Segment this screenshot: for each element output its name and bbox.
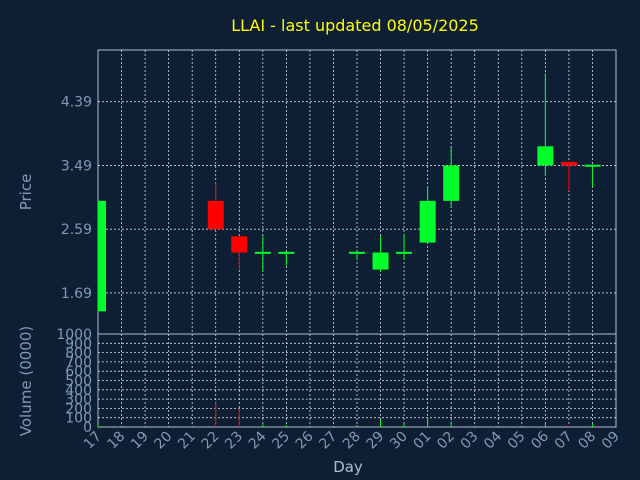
- volume-tick-label: 300: [65, 392, 92, 408]
- x-tick-label: 02: [434, 429, 458, 453]
- candle-body: [419, 200, 436, 243]
- x-tick-label: 06: [528, 428, 552, 452]
- x-tick-label: 19: [128, 429, 152, 453]
- x-tick-label: 03: [458, 429, 482, 453]
- volume-tick-label: 800: [65, 346, 92, 362]
- volume-tick-label: 0: [83, 420, 92, 436]
- x-tick-label: 29: [363, 429, 387, 453]
- candle-body: [278, 251, 295, 254]
- x-tick-label: 07: [552, 429, 576, 453]
- x-tick-label: 18: [104, 429, 128, 453]
- volume-tick-label: 700: [65, 355, 92, 371]
- x-tick-label: 28: [340, 429, 364, 453]
- price-tick-label: 2.59: [61, 222, 92, 238]
- price-tick-label: 3.49: [61, 158, 92, 174]
- volume-tick-label: 600: [65, 364, 92, 380]
- x-tick-label: 27: [316, 429, 340, 453]
- y-axis-label: Price: [17, 174, 35, 211]
- volume-axis-label: Volume (0000): [17, 326, 35, 436]
- x-tick-label: 08: [575, 429, 599, 453]
- x-tick-label: 21: [175, 429, 199, 453]
- x-tick-label: 20: [152, 429, 176, 453]
- candle-body: [98, 200, 106, 312]
- volume-tick-label: 1000: [56, 327, 92, 343]
- grid-lines: [98, 50, 616, 427]
- volume-tick-label: 500: [65, 374, 92, 390]
- candle-body: [537, 146, 554, 166]
- price-tick-label: 4.39: [61, 95, 92, 111]
- candle-body: [254, 251, 271, 254]
- x-axis-label: Day: [333, 458, 363, 476]
- price-tick-label: 1.69: [61, 286, 92, 302]
- candle-body: [584, 164, 601, 167]
- volume-tick-label: 100: [65, 411, 92, 427]
- x-tick-label: 23: [222, 429, 246, 453]
- x-tick-label: 24: [246, 428, 270, 452]
- x-tick-label: 05: [505, 429, 529, 453]
- volume-tick-label: 400: [65, 383, 92, 399]
- candle-body: [207, 200, 224, 230]
- volume-bars: [97, 402, 593, 427]
- chart-title: LLAI - last updated 08/05/2025: [231, 16, 479, 35]
- x-tick-label: 01: [411, 429, 435, 453]
- candle-body: [231, 236, 248, 253]
- volume-tick-label: 200: [65, 401, 92, 417]
- candle-body: [396, 251, 413, 254]
- x-tick-label: 22: [199, 429, 223, 453]
- candle-body: [560, 161, 577, 166]
- candle-body: [372, 252, 389, 270]
- volume-tick-label: 900: [65, 336, 92, 352]
- candle-body: [349, 251, 365, 254]
- x-tick-label: 30: [387, 429, 411, 453]
- x-tick-label: 25: [269, 429, 293, 453]
- x-tick-label: 04: [481, 428, 505, 452]
- candle-body: [443, 165, 460, 201]
- x-tick-label: 26: [293, 428, 317, 452]
- candles: [97, 73, 601, 312]
- x-tick-label: 09: [599, 429, 623, 453]
